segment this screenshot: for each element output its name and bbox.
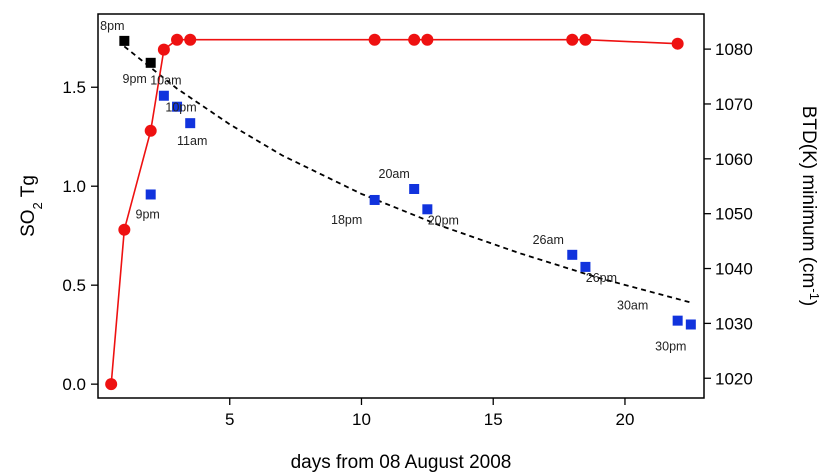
point-annotation: 20am [379, 167, 410, 181]
plot-frame [97, 13, 705, 399]
y-axis-right-title: BTD(K) minimum (cm-1) [798, 106, 823, 307]
btd-point [172, 101, 183, 112]
so2-point [579, 33, 592, 46]
btd-point [119, 35, 130, 46]
btd-point [580, 261, 591, 272]
point-annotation: 26am [533, 233, 564, 247]
btd-point [145, 57, 156, 68]
btd-point [369, 194, 380, 205]
y-right-tick-label: 1050 [715, 205, 753, 224]
btd-point [422, 204, 433, 215]
so2-point [421, 33, 434, 46]
x-tick-label: 20 [615, 410, 634, 429]
y-left-tick-label: 0.0 [62, 375, 86, 394]
y-left-tick-label: 0.5 [62, 276, 86, 295]
point-annotation: 11am [177, 134, 207, 148]
x-tick-label: 5 [225, 410, 234, 429]
so2-point [118, 223, 131, 236]
point-annotation: 9pm [136, 207, 160, 221]
point-annotation: 26pm [586, 271, 617, 285]
so2-point [157, 43, 170, 56]
y-right-tick-label: 1020 [715, 369, 753, 388]
so2-line [110, 38, 678, 385]
so2-point [671, 37, 684, 50]
btd-point [185, 118, 196, 129]
so2-point [144, 124, 157, 137]
point-annotation: 10pm [165, 101, 196, 115]
so2-point [184, 33, 197, 46]
y-right-tick-label: 1040 [715, 260, 753, 279]
y-left-tick-label: 1.5 [62, 78, 86, 97]
so2-point [171, 33, 184, 46]
point-annotation: 10am [150, 74, 181, 88]
x-tick-label: 10 [352, 410, 371, 429]
y-right-tick-label: 1030 [715, 314, 753, 333]
point-annotation: 8pm [100, 19, 124, 33]
point-annotation: 30pm [655, 339, 686, 353]
y-right-tick-label: 1060 [715, 150, 753, 169]
so2-point [368, 33, 381, 46]
btd-point [567, 249, 578, 260]
so2-point [408, 33, 421, 46]
trend-line-dashed [123, 45, 692, 304]
so2-point [566, 33, 579, 46]
btd-point [158, 90, 169, 101]
y-axis-left-title: SO2 Tg [18, 175, 45, 237]
so2-point [105, 378, 118, 391]
btd-point [672, 315, 683, 326]
btd-point [145, 189, 156, 200]
point-annotation: 9pm [123, 72, 147, 86]
x-tick-label: 15 [484, 410, 503, 429]
btd-point [409, 183, 420, 194]
point-annotation: 20pm [428, 213, 459, 227]
point-annotation: 30am [617, 299, 648, 313]
x-axis-title: days from 08 August 2008 [291, 452, 512, 473]
btd-point [685, 319, 696, 330]
y-right-tick-label: 1070 [715, 95, 753, 114]
y-left-tick-label: 1.0 [62, 177, 86, 196]
point-annotation: 18pm [331, 213, 362, 227]
y-right-tick-label: 1080 [715, 40, 753, 59]
